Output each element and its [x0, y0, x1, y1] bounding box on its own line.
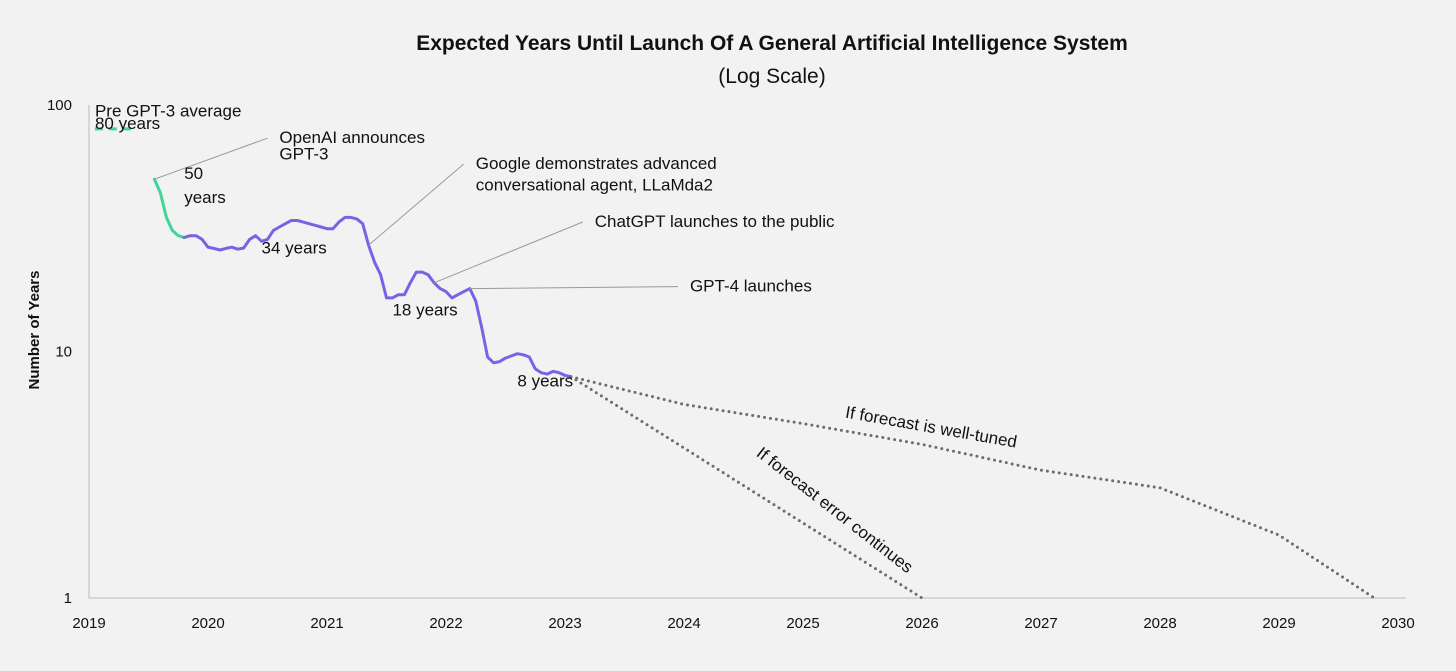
- series-after_gpt3_announcement: [152, 177, 186, 239]
- annotation-pre_gpt3_line1: Pre GPT-3 average: [95, 101, 241, 120]
- x-tick-label: 2030: [1381, 615, 1414, 632]
- annotation-pre_gpt3_line2: 80 years: [95, 114, 160, 133]
- x-tick-label: 2028: [1143, 615, 1176, 632]
- series-forecast: [182, 215, 573, 379]
- series-well_tuned_projection: [569, 375, 1376, 600]
- chart-title: Expected Years Until Launch Of A General…: [416, 32, 1128, 55]
- annotation-leader-chatgpt: [433, 221, 583, 284]
- annotation-fifty_line1: 50: [184, 164, 203, 183]
- annotation-fifty_line2: years: [184, 188, 226, 207]
- annotation-error_continues: If forecast error continues: [753, 443, 917, 577]
- x-tick-label: 2025: [786, 615, 819, 632]
- annotation-leader-google_line1: [368, 163, 465, 246]
- annotation-openai_line2: GPT-3: [279, 145, 328, 164]
- annotation-chatgpt: ChatGPT launches to the public: [595, 212, 835, 231]
- y-axis-label: Number of Years: [26, 271, 43, 390]
- annotation-eight: 8 years: [517, 372, 573, 391]
- annotation-eighteen: 18 years: [392, 300, 457, 319]
- series-layer: [94, 127, 1376, 600]
- annotation-thirty_four: 34 years: [262, 238, 327, 257]
- x-tick-label: 2029: [1262, 615, 1295, 632]
- annotation-well_tuned: If forecast is well-tuned: [844, 403, 1019, 452]
- y-tick-label: 100: [47, 97, 72, 114]
- x-tick-label: 2023: [548, 615, 581, 632]
- axis-layer: 2019 2020 2021 2022 2023 2024 2025 2026 2027 2028…: [47, 97, 1415, 632]
- y-tick-label: 1: [64, 590, 72, 607]
- x-tick-label: 2022: [429, 615, 462, 632]
- annotation-google_line2: conversational agent, LLaMda2: [476, 175, 713, 194]
- annotation-leader-gpt4: [469, 286, 678, 290]
- x-tick-label: 2024: [667, 615, 700, 632]
- annotation-openai_line1: OpenAI announces: [279, 128, 425, 147]
- chart-subtitle: (Log Scale): [718, 65, 825, 88]
- annotation-gpt4: GPT-4 launches: [690, 277, 812, 296]
- x-tick-label: 2027: [1024, 615, 1057, 632]
- x-tick-label: 2021: [310, 615, 343, 632]
- x-tick-label: 2019: [72, 615, 105, 632]
- y-tick-label: 10: [55, 344, 72, 361]
- annotation-leader-openai_line1: [154, 137, 268, 180]
- annotation-google_line1: Google demonstrates advanced: [476, 154, 717, 173]
- x-tick-label: 2026: [905, 615, 938, 632]
- x-tick-label: 2020: [191, 615, 224, 632]
